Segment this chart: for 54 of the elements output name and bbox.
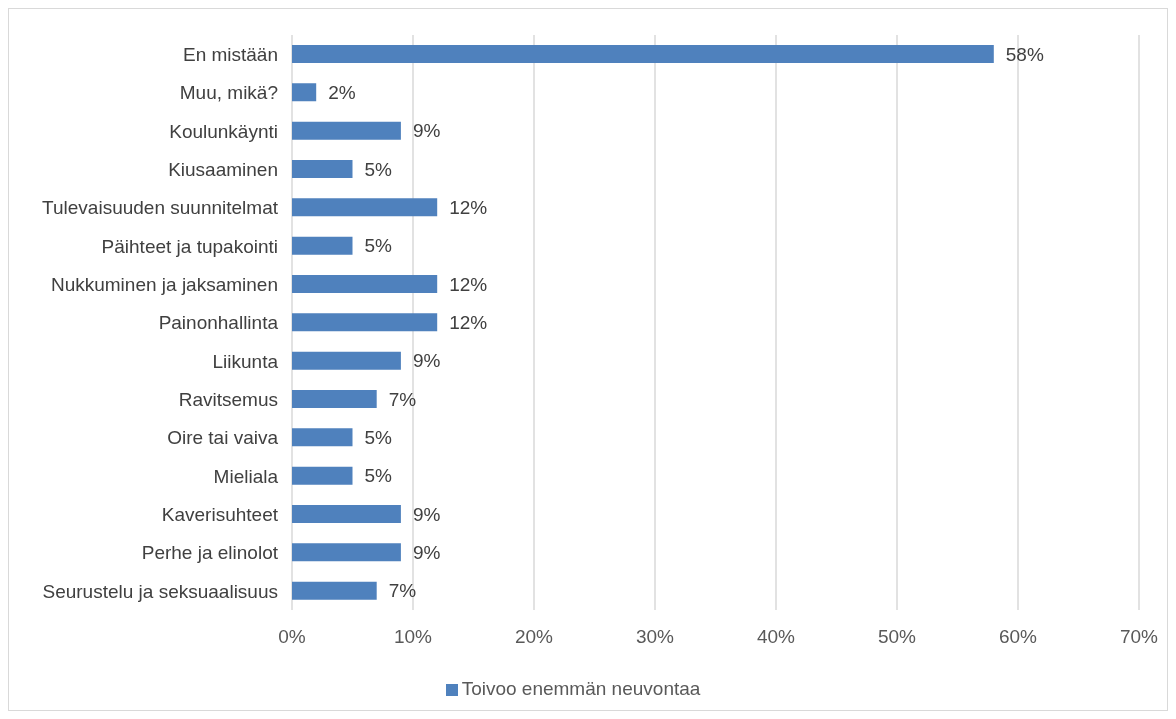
bar xyxy=(292,121,401,140)
y-tick-label: Ravitsemus xyxy=(178,388,278,410)
legend-label: Toivoo enemmän neuvontaa xyxy=(461,678,701,699)
data-label: 58% xyxy=(1005,43,1044,65)
data-label: 9% xyxy=(412,350,441,372)
y-tick-label: Päihteet ja tupakointi xyxy=(101,235,278,257)
x-tick-label: 30% xyxy=(635,626,675,648)
data-label: 5% xyxy=(364,427,393,449)
x-tick-label: 50% xyxy=(877,626,917,648)
bar xyxy=(292,351,401,370)
bar xyxy=(292,466,353,485)
bar xyxy=(292,581,377,600)
data-label: 9% xyxy=(412,542,441,564)
x-tick-label: 70% xyxy=(1119,626,1159,648)
y-tick-label: Mieliala xyxy=(213,465,279,487)
data-label: 5% xyxy=(364,158,393,180)
x-tick-label: 0% xyxy=(278,626,306,648)
x-tick-label: 60% xyxy=(998,626,1038,648)
y-tick-label: Painonhallinta xyxy=(158,312,279,334)
data-label: 7% xyxy=(388,388,417,410)
y-tick-label: Kiusaaminen xyxy=(168,158,278,180)
bar xyxy=(292,83,317,102)
y-tick-label: Muu, mikä? xyxy=(179,82,278,104)
bar xyxy=(292,313,438,332)
bar xyxy=(292,160,353,178)
y-tick-label: Liikunta xyxy=(212,350,279,372)
y-tick-label: Tulevaisuuden suunnitelmat xyxy=(42,197,279,219)
data-label: 12% xyxy=(449,312,488,334)
data-label: 9% xyxy=(412,120,441,142)
bar xyxy=(292,505,401,523)
bar xyxy=(292,543,401,562)
data-label: 5% xyxy=(364,235,393,257)
y-tick-label: Perhe ja elinolot xyxy=(141,542,279,564)
bar xyxy=(292,428,353,447)
y-tick-label: Nukkuminen ja jaksaminen xyxy=(50,273,278,295)
y-tick-label: Koulunkäynti xyxy=(169,120,278,142)
y-tick-label: Seurustelu ja seksuaalisuus xyxy=(42,580,278,602)
bar xyxy=(292,45,994,63)
data-label: 12% xyxy=(449,197,488,219)
data-label: 5% xyxy=(364,465,393,487)
bar xyxy=(292,198,438,217)
x-tick-label: 10% xyxy=(393,626,433,648)
bar xyxy=(292,390,377,408)
data-label: 9% xyxy=(412,503,441,525)
y-tick-label: Oire tai vaiva xyxy=(167,427,279,449)
bar xyxy=(292,275,438,293)
x-tick-label: 40% xyxy=(756,626,796,648)
x-tick-label: 20% xyxy=(514,626,554,648)
bar xyxy=(292,236,353,255)
data-label: 2% xyxy=(328,82,356,104)
data-label: 7% xyxy=(388,580,417,602)
data-label: 12% xyxy=(449,273,488,295)
y-tick-label: Kaverisuhteet xyxy=(161,503,279,525)
y-tick-label: En mistään xyxy=(182,43,278,65)
